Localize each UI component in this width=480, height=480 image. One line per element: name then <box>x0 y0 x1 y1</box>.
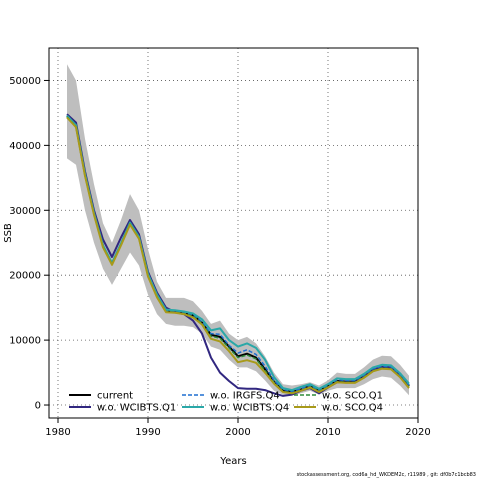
legend-label-2: w.o. IRGFS.Q4 <box>210 391 280 402</box>
y-axis: 0 10000 20000 30000 40000 50000 <box>9 76 49 412</box>
series-line-4 <box>66 116 410 394</box>
plot-frame <box>48 47 419 419</box>
legend-label-4: w.o. SCO.Q1 <box>322 391 383 402</box>
legend-label-5: w.o. SCO.Q4 <box>322 403 383 414</box>
legend-label-0: current <box>97 391 133 402</box>
legend-label-3: w.o. WCIBTS.Q4 <box>210 403 289 414</box>
footer-credit: stockassessment.org, cod6a_hd_WKDEM2c, r… <box>296 472 476 478</box>
x-tick-label: 2010 <box>315 427 340 438</box>
y-tick-label: 0 <box>35 401 41 412</box>
series-lines <box>66 113 410 397</box>
y-tick-label: 50000 <box>9 76 41 87</box>
x-axis-title: Years <box>219 456 246 467</box>
y-tick-label: 30000 <box>9 206 41 217</box>
y-tick-label: 10000 <box>9 336 41 347</box>
y-tick-label: 40000 <box>9 141 41 152</box>
x-tick-label: 1990 <box>135 427 160 438</box>
x-tick-label: 2000 <box>225 427 250 438</box>
series-line-2 <box>66 115 410 393</box>
legend-label-1: w.o. WCIBTS.Q1 <box>97 403 176 414</box>
y-axis-title: SSB <box>3 223 14 243</box>
x-axis: 1980 1990 2000 2010 2020 <box>45 418 431 438</box>
y-tick-label: 20000 <box>9 271 41 282</box>
x-tick-label: 2020 <box>405 427 430 438</box>
x-tick-label: 1980 <box>45 427 70 438</box>
series-line-5 <box>66 116 410 395</box>
